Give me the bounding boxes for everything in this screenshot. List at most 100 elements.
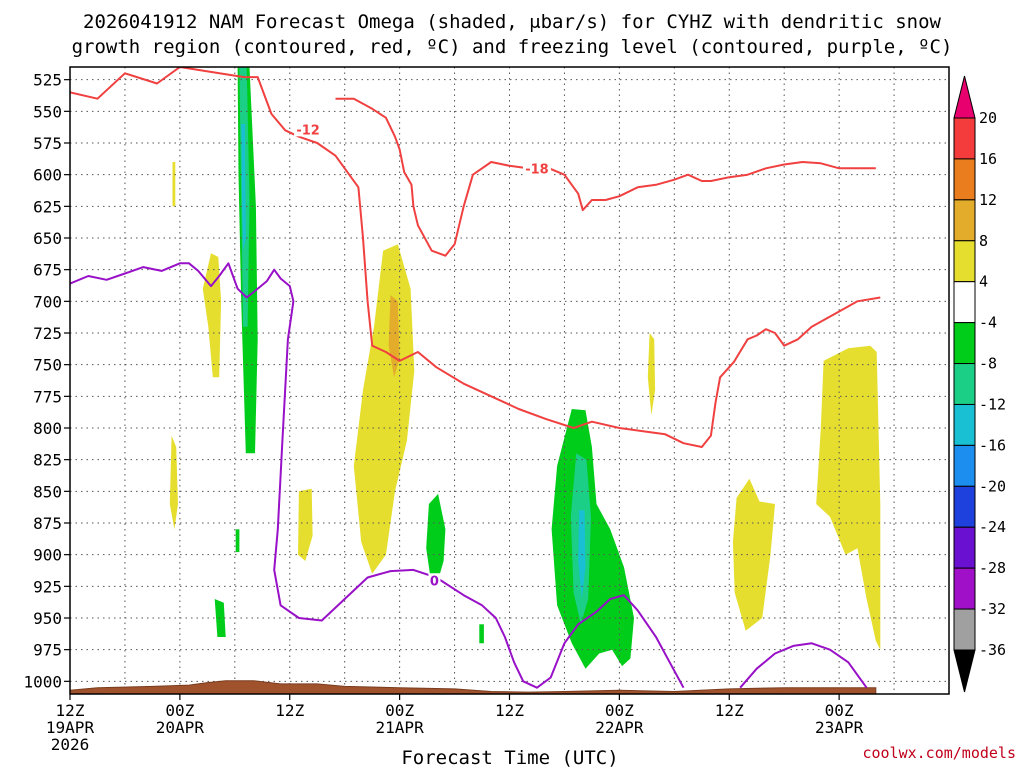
y-tick-label-900: 900 (33, 546, 62, 565)
y-axis: 525 550 575 600 625 650 675 700 725 750 775 800 825 8… (23, 71, 70, 691)
omega-region-yellow-low-a (169, 435, 178, 530)
colorbar-bin--16-to--12 (953, 403, 976, 446)
dendritic-contour-line-1 (335, 97, 876, 257)
terrain-layer (70, 680, 877, 694)
colorbar-bin-12-to-16 (953, 158, 976, 201)
colorbar: 20 16 12 8 4 -4 -8 -12 -16 -20 -24 -28 -32 -36 (953, 75, 1006, 693)
omega-region-yellow-low-b (298, 488, 313, 561)
colorbar-label--4: -4 (979, 314, 997, 332)
x-tick-label-36-1: 00Z (385, 701, 414, 720)
omega-region-yellow-23apr-b (816, 345, 881, 650)
x-axis-title: Forecast Time (UTC) (401, 747, 618, 768)
omega-region-green-tiny (235, 529, 240, 553)
x-tick-label-60-1: 00Z (605, 701, 634, 720)
x-tick-label-24-1: 12Z (275, 701, 304, 720)
x-tick-label-60-2: 22APR (595, 718, 644, 737)
omega-region-updraft-22apr (551, 409, 634, 669)
contour-layer: -12 -18 0 (70, 67, 881, 689)
y-tick-label-725: 725 (33, 324, 62, 343)
colorbar-top-arrow (953, 75, 976, 119)
freezing-contour-label-0: 0 (430, 574, 439, 589)
colorbar-bin--28-to--24 (953, 526, 976, 569)
dendritic-contour-label-1: -18 (525, 163, 549, 178)
y-tick-label-750: 750 (33, 356, 62, 375)
y-tick-label-625: 625 (33, 197, 62, 216)
colorbar-label-8: 8 (979, 232, 988, 250)
x-tick-label-12-1: 00Z (165, 701, 194, 720)
y-tick-label-650: 650 (33, 229, 62, 248)
y-tick-label-850: 850 (33, 482, 62, 501)
y-tick-label-550: 550 (33, 102, 62, 121)
y-tick-label-925: 925 (33, 577, 62, 596)
colorbar-bin-8-to-12 (953, 199, 976, 242)
y-tick-label-525: 525 (33, 71, 62, 90)
colorbar-bin--12-to--8 (953, 363, 976, 405)
omega-region-green-low-a (426, 493, 446, 587)
omega-region-updraft-column-center (241, 124, 246, 251)
y-tick-label-775: 775 (33, 387, 62, 406)
dendritic-contour-line-0 (70, 67, 881, 448)
x-tick-label-72-1: 12Z (715, 701, 744, 720)
colorbar-label-20: 20 (979, 109, 997, 127)
dendritic-contour-label-0: -12 (296, 123, 320, 138)
colorbar-bin-4-to-8 (953, 240, 976, 283)
colorbar-bin--8-to--4 (953, 322, 976, 365)
y-tick-label-950: 950 (33, 609, 62, 628)
colorbar-label--28: -28 (979, 559, 1006, 577)
x-tick-label-84-1: 00Z (825, 701, 854, 720)
plot-area: -12 -18 0 (69, 66, 950, 695)
colorbar-bin--36-to--32 (953, 608, 976, 651)
y-tick-label-575: 575 (33, 134, 62, 153)
x-tick-label-36-2: 21APR (376, 718, 425, 737)
omega-region-green-tiny-b (479, 624, 484, 644)
dendritic-contour-label-bg-0 (294, 122, 323, 137)
dendritic-contour-label-bg-1 (522, 161, 551, 176)
chart-title-line-2: growth region (contoured, red, ºC) and f… (72, 36, 953, 58)
y-tick-label-600: 600 (33, 166, 62, 185)
colorbar-label--8: -8 (979, 355, 997, 373)
colorbar-label--12: -12 (979, 395, 1006, 413)
colorbar-label--24: -24 (979, 518, 1006, 536)
colorbar-label--32: -32 (979, 600, 1006, 618)
y-tick-label-1000: 1000 (23, 672, 62, 691)
colorbar-label-16: 16 (979, 150, 997, 168)
x-tick-label-12-2: 20APR (156, 718, 205, 737)
y-tick-label-825: 825 (33, 451, 62, 470)
y-tick-label-875: 875 (33, 514, 62, 533)
colorbar-bin--4-to-4 (953, 281, 976, 324)
omega-region-yellow-22apr-small (647, 333, 656, 416)
freezing-contour-line-1 (739, 642, 868, 689)
y-tick-label-675: 675 (33, 261, 62, 280)
x-tick-label-0-3: 2026 (51, 735, 90, 754)
colorbar-bin--24-to--20 (953, 485, 976, 528)
freezing-contour-line-0 (70, 262, 685, 689)
x-tick-label-0-2: 19APR (46, 718, 95, 737)
freezing-contour-label-bg-0 (428, 573, 441, 588)
chart-title-line-1: 2026041912 NAM Forecast Omega (shaded, μ… (83, 11, 941, 33)
omega-shading-layer (169, 67, 881, 669)
omega-region-green-low-b (214, 599, 226, 637)
gridlines (70, 67, 949, 694)
colorbar-bin--32-to--28 (953, 567, 976, 610)
colorbar-label-12: 12 (979, 191, 997, 209)
ground-surface (70, 680, 877, 694)
x-tick-label-48-1: 12Z (495, 701, 524, 720)
colorbar-label--16: -16 (979, 436, 1006, 454)
colorbar-bin--20-to--16 (953, 444, 976, 487)
colorbar-label-4: 4 (979, 273, 988, 291)
x-tick-label-0-1: 12Z (56, 701, 85, 720)
omega-region-yellow-23apr-a (732, 478, 775, 631)
colorbar-label--20: -20 (979, 477, 1006, 495)
credit-text: coolwx.com/models (862, 744, 1016, 762)
omega-region-yellow-20apr-a (202, 253, 222, 378)
colorbar-label--36: -36 (979, 641, 1006, 659)
y-tick-label-700: 700 (33, 292, 62, 311)
omega-region-yellow-high-small (172, 162, 176, 207)
x-tick-label-84-2: 23APR (815, 718, 864, 737)
y-tick-label-975: 975 (33, 641, 62, 660)
colorbar-bottom-arrow (953, 649, 976, 693)
y-tick-label-800: 800 (33, 419, 62, 438)
colorbar-bin-16-to-20 (953, 117, 976, 160)
